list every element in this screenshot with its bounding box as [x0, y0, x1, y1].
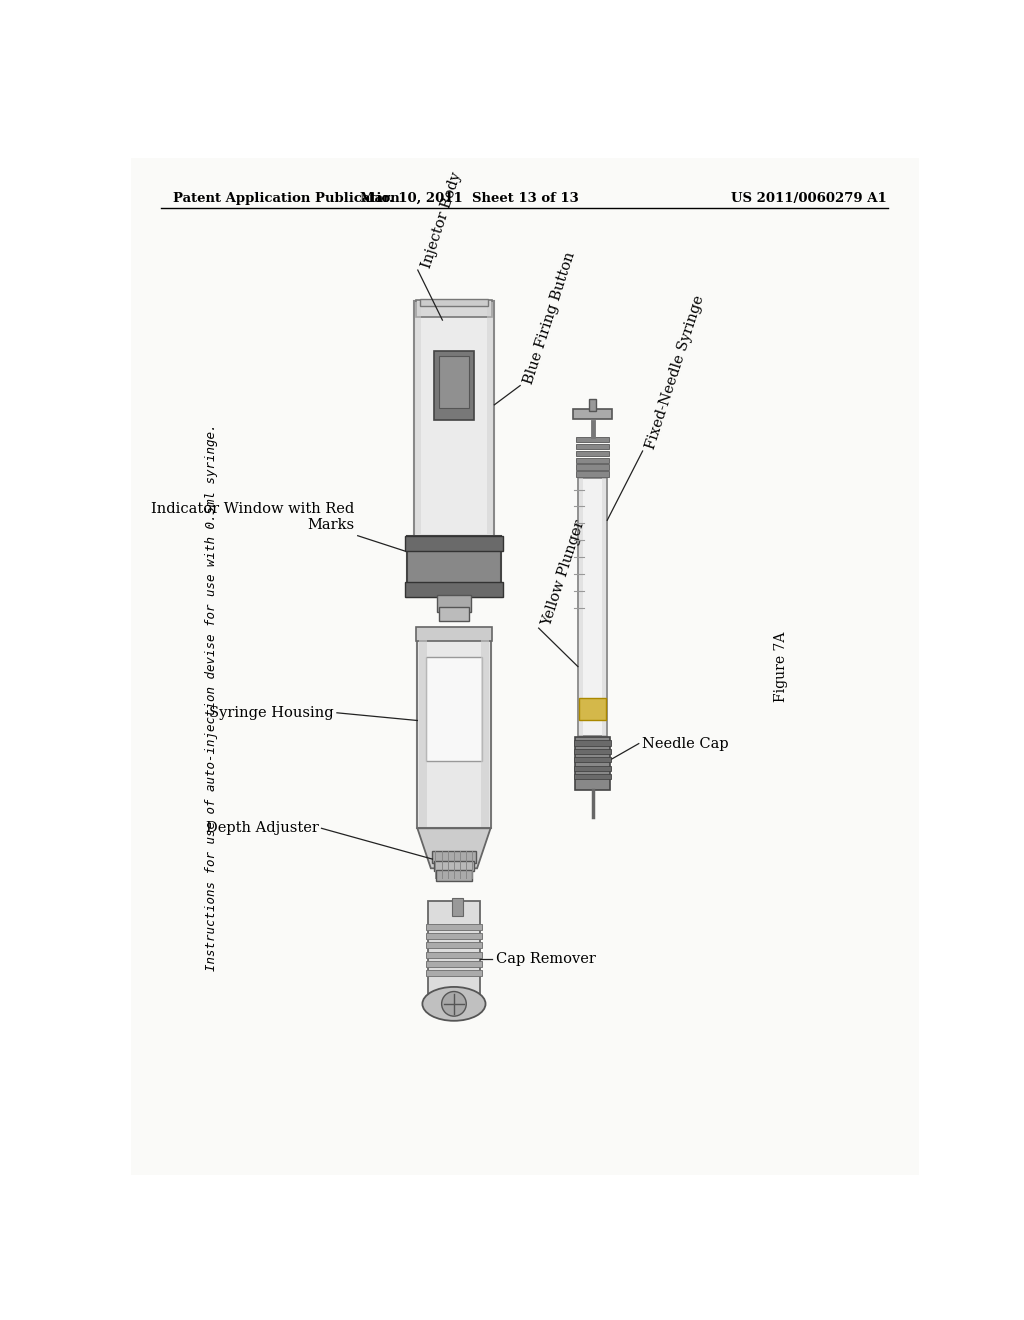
Bar [416, 627, 493, 642]
Bar [577, 458, 608, 463]
Bar [577, 444, 608, 449]
Bar [577, 450, 608, 455]
Bar [589, 399, 596, 411]
Bar [486, 302, 493, 535]
Bar [406, 536, 503, 552]
Text: Mar. 10, 2011  Sheet 13 of 13: Mar. 10, 2011 Sheet 13 of 13 [360, 191, 579, 205]
Ellipse shape [422, 987, 485, 1020]
Bar [407, 536, 502, 598]
Bar [574, 738, 610, 789]
Text: Fixed-Needle Syringe: Fixed-Needle Syringe [644, 293, 708, 451]
Bar [434, 351, 474, 420]
Text: Figure 7A: Figure 7A [774, 631, 788, 702]
Bar [428, 902, 480, 994]
Bar [418, 628, 490, 829]
Bar [436, 595, 471, 612]
Text: Instructions for use of auto-injection devise for use with 0.5ml syringe.: Instructions for use of auto-injection d… [205, 424, 218, 972]
Bar [453, 898, 463, 916]
Bar [574, 766, 611, 771]
Bar [573, 409, 611, 420]
Bar [578, 478, 607, 737]
Bar [434, 861, 474, 871]
Bar [580, 698, 605, 719]
Bar [415, 302, 421, 535]
Text: Cap Remover: Cap Remover [496, 952, 595, 966]
Bar [426, 657, 482, 762]
Bar [577, 437, 608, 442]
Bar [426, 952, 481, 958]
Text: Depth Adjuster: Depth Adjuster [206, 821, 318, 836]
Text: Yellow Plunger: Yellow Plunger [541, 519, 588, 628]
Bar [436, 870, 472, 880]
Bar [414, 301, 495, 536]
Bar [426, 942, 481, 949]
Text: Injector Body: Injector Body [419, 170, 464, 271]
Polygon shape [418, 829, 490, 869]
Bar [574, 748, 611, 754]
Text: Patent Application Publication: Patent Application Publication [173, 191, 399, 205]
Bar [406, 582, 503, 598]
Bar [574, 758, 611, 763]
Text: Syringe Housing: Syringe Housing [209, 706, 334, 719]
Text: Indicator Window with Red
Marks: Indicator Window with Red Marks [152, 502, 354, 532]
Bar [439, 607, 469, 622]
Bar [579, 478, 584, 737]
Bar [602, 478, 606, 737]
Bar [426, 961, 481, 966]
Bar [574, 774, 611, 779]
Text: US 2011/0060279 A1: US 2011/0060279 A1 [731, 191, 887, 205]
Bar [574, 741, 611, 746]
Bar [438, 355, 469, 408]
Text: Blue Firing Button: Blue Firing Button [521, 249, 578, 385]
Bar [416, 300, 493, 317]
Bar [577, 471, 608, 477]
Bar [426, 933, 481, 940]
Text: Needle Cap: Needle Cap [642, 737, 728, 751]
Ellipse shape [441, 991, 466, 1016]
Bar [426, 924, 481, 929]
Bar [426, 970, 481, 977]
Bar [420, 298, 488, 306]
Bar [481, 630, 489, 826]
Bar [432, 850, 476, 863]
Bar [419, 630, 427, 826]
Bar [577, 465, 608, 470]
